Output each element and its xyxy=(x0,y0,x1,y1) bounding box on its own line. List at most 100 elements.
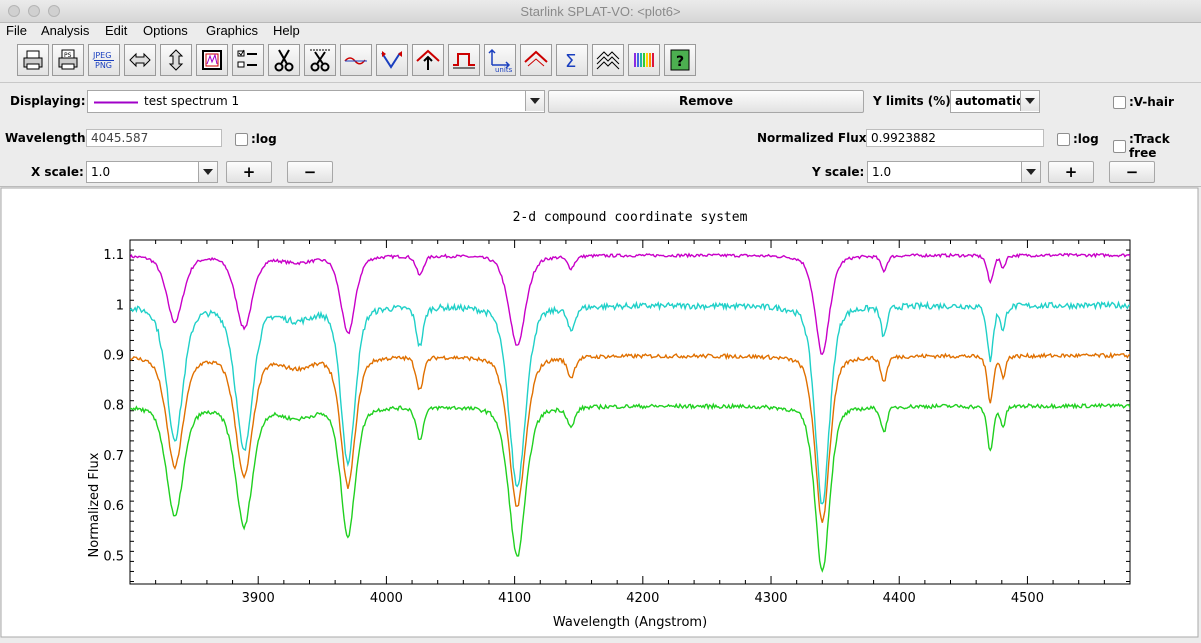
toolbar: PS JPEG PNG units Σ xyxy=(0,40,1201,82)
cut-range-button[interactable] xyxy=(304,44,336,76)
y-axis-label: Normalized Flux xyxy=(87,452,102,557)
flux-log-label: :log xyxy=(1073,132,1099,146)
help-icon: ? xyxy=(670,49,690,71)
menu-bar: File Analysis Edit Options Graphics Help xyxy=(0,22,1201,40)
xscale-minus-button[interactable]: − xyxy=(287,161,333,183)
menu-graphics[interactable]: Graphics xyxy=(206,23,259,38)
x-tick-label: 4200 xyxy=(626,591,659,606)
horizontal-fit-icon xyxy=(129,52,151,68)
print-button[interactable] xyxy=(17,44,49,76)
flip-button[interactable] xyxy=(520,44,552,76)
line-fit-button[interactable] xyxy=(376,44,408,76)
horizontal-fit-button[interactable] xyxy=(124,44,156,76)
menu-options[interactable]: Options xyxy=(143,23,188,38)
print-postscript-icon: PS xyxy=(58,49,78,70)
control-panel: Displaying: test spectrum 1 Remove Y lim… xyxy=(0,82,1201,187)
print-postscript-button[interactable]: PS xyxy=(52,44,84,76)
graphics-window-button[interactable] xyxy=(196,44,228,76)
y-tick-label: 0.6 xyxy=(103,499,124,514)
wavelength-label: Wavelength: xyxy=(5,131,91,145)
svg-text:?: ? xyxy=(676,54,684,70)
wavelength-log-label: :log xyxy=(251,132,277,146)
line-properties-icon xyxy=(237,49,257,68)
stack-button[interactable] xyxy=(592,44,624,76)
window-title: Starlink SPLAT-VO: <plot6> xyxy=(520,4,681,19)
menu-help[interactable]: Help xyxy=(273,23,300,38)
x-axis-label: Wavelength (Angstrom) xyxy=(553,615,707,630)
interpolate-icon xyxy=(416,49,440,70)
ylimits-combo[interactable]: automatic xyxy=(950,90,1040,113)
vhair-checkbox[interactable]: :V-hair xyxy=(1113,95,1174,109)
menu-file[interactable]: File xyxy=(6,23,27,38)
yscale-combo[interactable]: 1.0 xyxy=(867,161,1041,183)
stack-icon xyxy=(596,51,620,70)
yscale-plus-button[interactable]: + xyxy=(1048,161,1094,183)
ylimits-value: automatic xyxy=(955,94,1024,108)
x-tick-label: 4000 xyxy=(370,591,403,606)
units-icon: units xyxy=(488,48,513,73)
interpolate-button[interactable] xyxy=(412,44,444,76)
vertical-fit-button[interactable] xyxy=(160,44,192,76)
plot-frame xyxy=(129,239,1131,585)
statistics-button[interactable]: Σ xyxy=(556,44,588,76)
flux-log-checkbox[interactable]: :log xyxy=(1057,132,1099,146)
chevron-down-icon[interactable] xyxy=(525,91,544,111)
polynomial-fit-button[interactable] xyxy=(340,44,372,76)
y-tick-label: 0.5 xyxy=(103,549,124,564)
export-image-button[interactable]: JPEG PNG xyxy=(88,44,120,76)
flip-icon xyxy=(524,50,548,67)
minimize-window-button[interactable] xyxy=(28,5,40,17)
y-tick-label: 0.9 xyxy=(103,349,124,364)
chevron-down-icon[interactable] xyxy=(198,162,217,182)
cut-icon xyxy=(274,49,294,72)
spectrum-plot[interactable]: 2-d compound coordinate system Wavelengt… xyxy=(0,187,1201,640)
menu-edit[interactable]: Edit xyxy=(105,23,128,38)
menu-analysis[interactable]: Analysis xyxy=(41,23,90,38)
spectrum-line-swatch xyxy=(94,101,138,104)
x-tick-label: 4500 xyxy=(1011,591,1044,606)
colour-spectrum-icon xyxy=(634,53,654,67)
flux-label: Normalized Flux: xyxy=(757,131,872,145)
y-tick-label: 1.1 xyxy=(103,248,124,263)
line-properties-button[interactable] xyxy=(232,44,264,76)
statistics-icon: Σ xyxy=(565,51,576,72)
chevron-down-icon[interactable] xyxy=(1020,91,1039,111)
wavelength-field[interactable]: 4045.587 xyxy=(86,129,222,147)
y-tick-label: 0.7 xyxy=(103,449,124,464)
units-button[interactable]: units xyxy=(484,44,516,76)
chevron-down-icon[interactable] xyxy=(1021,162,1040,182)
remove-button[interactable]: Remove xyxy=(548,90,864,113)
track-free-checkbox[interactable]: :Track free xyxy=(1113,132,1201,160)
svg-text:JPEG: JPEG xyxy=(92,51,111,60)
cut-button[interactable] xyxy=(268,44,300,76)
track-free-label: :Track free xyxy=(1128,132,1170,160)
wavelength-log-checkbox[interactable]: :log xyxy=(235,132,277,146)
filter-button[interactable] xyxy=(448,44,480,76)
xscale-combo[interactable]: 1.0 xyxy=(86,161,218,183)
title-bar: Starlink SPLAT-VO: <plot6> xyxy=(0,0,1201,23)
chart-title: 2-d compound coordinate system xyxy=(513,210,748,225)
zoom-window-button[interactable] xyxy=(48,5,60,17)
yscale-minus-button[interactable]: − xyxy=(1109,161,1155,183)
vhair-label: :V-hair xyxy=(1129,95,1174,109)
close-window-button[interactable] xyxy=(8,5,20,17)
displaying-value: test spectrum 1 xyxy=(144,94,240,108)
svg-text:PNG: PNG xyxy=(95,61,112,70)
x-tick-label: 4100 xyxy=(498,591,531,606)
svg-text:units: units xyxy=(495,66,513,73)
yscale-label: Y scale: xyxy=(812,165,865,179)
flux-field[interactable]: 0.9923882 xyxy=(866,129,1044,147)
yscale-value: 1.0 xyxy=(872,165,892,179)
plot-canvas[interactable]: 2-d compound coordinate system Wavelengt… xyxy=(0,186,1201,640)
y-tick-label: 1 xyxy=(116,298,124,313)
xscale-plus-button[interactable]: + xyxy=(226,161,272,183)
help-button[interactable]: ? xyxy=(664,44,696,76)
colour-spectrum-button[interactable] xyxy=(628,44,660,76)
x-tick-label: 3900 xyxy=(242,591,275,606)
displaying-combo[interactable]: test spectrum 1 xyxy=(87,90,545,113)
xscale-label: X scale: xyxy=(31,165,84,179)
displaying-label: Displaying: xyxy=(10,94,86,108)
print-icon xyxy=(23,50,43,70)
spectrum-series-line xyxy=(130,402,1130,573)
